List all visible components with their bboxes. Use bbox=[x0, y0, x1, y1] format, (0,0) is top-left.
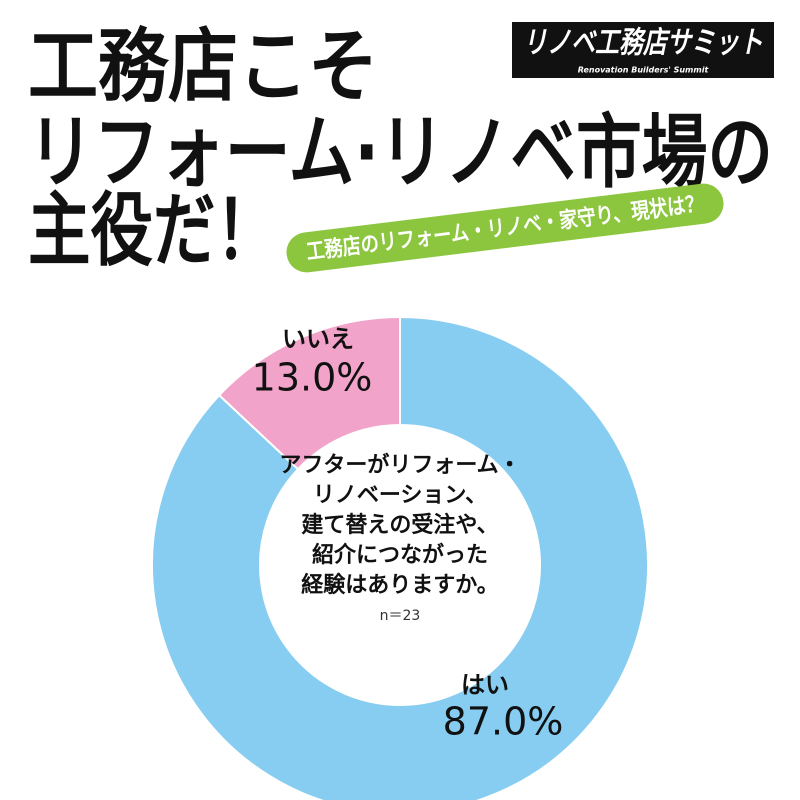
logo-box bbox=[512, 22, 774, 78]
value-label: 13.0% bbox=[252, 356, 373, 400]
logo: リノベ工務店サミット Renovation Builders' Summit bbox=[512, 22, 774, 78]
title-line: リフォーム·リノベ市場の bbox=[28, 106, 773, 199]
title-line: 主役だ！ bbox=[28, 184, 278, 277]
sample-size: n＝23 bbox=[380, 608, 421, 624]
category-label: はい bbox=[461, 671, 509, 699]
question-line: アフターがリフォーム・ bbox=[279, 452, 520, 478]
question-line: 建て替えの受注や、 bbox=[301, 512, 498, 538]
question-line: リノベーション、 bbox=[313, 483, 487, 508]
question-line: 経験はありますか。 bbox=[301, 572, 499, 598]
subtitle-bg bbox=[286, 183, 724, 273]
logo-subtext: Renovation Builders' Summit bbox=[578, 66, 710, 75]
category-label: いいえ bbox=[282, 325, 354, 353]
question-line: 紹介につながった bbox=[312, 542, 488, 568]
title-line: 工務店こそ bbox=[28, 20, 378, 113]
value-label: 87.0% bbox=[443, 700, 564, 744]
donut-hole bbox=[260, 425, 540, 705]
logo-text: リノベ工務店サミット bbox=[523, 26, 763, 61]
